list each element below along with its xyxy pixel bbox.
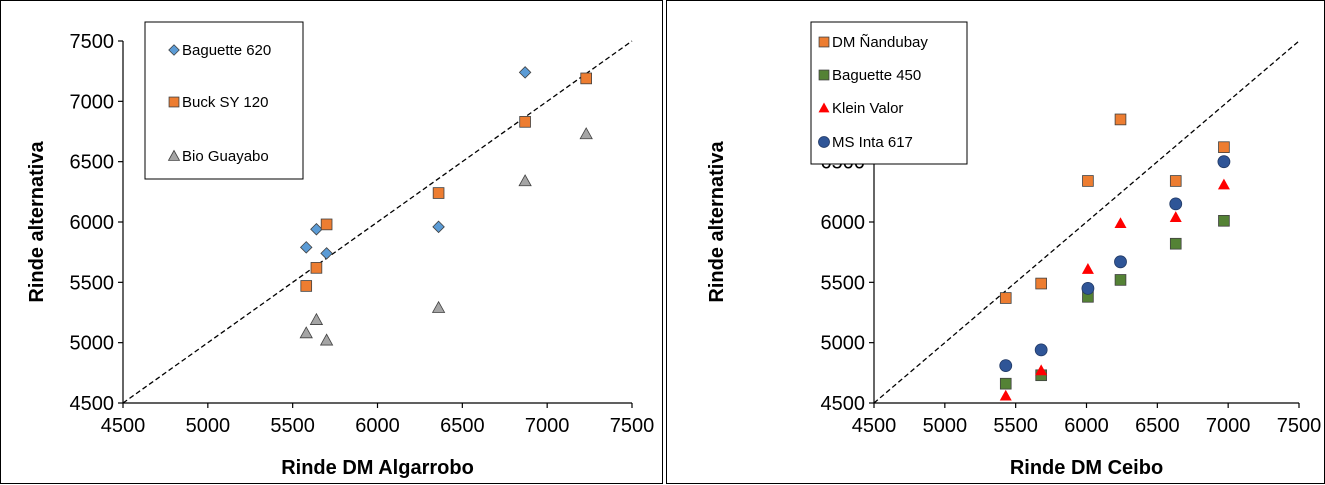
x-tick-label: 4500 (852, 415, 897, 437)
data-point (999, 292, 1012, 304)
legend-marker (168, 96, 180, 108)
y-tick-label: 6000 (70, 212, 115, 234)
reference-line (873, 40, 1300, 404)
data-point (320, 218, 333, 231)
x-tick-label: 5000 (923, 415, 968, 437)
y-tick-label: 7500 (70, 31, 115, 53)
y-tick-label: 7000 (70, 91, 115, 113)
legend-marker (167, 149, 181, 161)
y-tick-label: 4500 (821, 393, 866, 415)
x-tick-label: 5500 (270, 415, 315, 437)
data-point (1035, 364, 1048, 376)
data-point (1114, 274, 1127, 286)
y-tick-label: 5000 (70, 333, 115, 355)
x-tick-label: 6000 (355, 415, 400, 437)
series-buck-sy-120 (300, 72, 592, 292)
data-point (319, 333, 334, 346)
data-point (1169, 175, 1182, 187)
data-point (1114, 113, 1127, 126)
series-klein-valor (999, 178, 1230, 401)
legend-label: Klein Valor (832, 100, 903, 117)
data-point (310, 262, 323, 274)
data-point (1082, 175, 1094, 187)
data-point (432, 187, 445, 199)
data-point (432, 220, 445, 234)
data-point (1081, 263, 1094, 274)
series-baguette-620 (299, 66, 532, 260)
data-point (518, 66, 532, 79)
legend: Baguette 620 Buck SY 120 Bio Guayabo (144, 21, 304, 180)
x-tick-label: 6500 (1135, 415, 1180, 437)
data-point (431, 300, 446, 313)
legend-label: Baguette 620 (182, 42, 271, 59)
data-point (999, 377, 1012, 390)
y-tick-label: 5500 (821, 272, 866, 294)
x-tick-label: 4500 (101, 415, 146, 437)
y-axis-label: Rinde alternativa (706, 141, 728, 303)
legend-marker (818, 136, 830, 148)
data-point (1218, 141, 1230, 153)
data-point (299, 326, 313, 339)
x-axis-label: Rinde DM Algarrobo (281, 457, 474, 479)
series-dm-nandubay (999, 113, 1230, 304)
legend-label: MS Inta 617 (832, 134, 913, 151)
data-point (1217, 178, 1230, 190)
data-point (1169, 237, 1182, 250)
data-point (1114, 255, 1127, 269)
x-tick-label: 7500 (1277, 415, 1322, 437)
y-tick-label: 6000 (821, 212, 866, 234)
data-point (1081, 281, 1095, 295)
scatter-plot-ceibo: 4500 5000 5500 6000 6500 7000 7500 4500 5000 5500… (706, 21, 1322, 479)
legend-box (810, 21, 968, 165)
x-tick-label: 5000 (186, 415, 231, 437)
legend-label: DM Ñandubay (832, 34, 928, 51)
x-axis-label: Rinde DM Ceibo (1010, 457, 1163, 479)
x-tick-label: 6000 (1064, 415, 1109, 437)
data-point (309, 312, 324, 325)
data-point (999, 359, 1013, 372)
legend: DM Ñandubay Baguette 450 Klein Valor MS Int… (810, 21, 968, 165)
legend-marker (168, 44, 180, 56)
legend-label: Baguette 450 (832, 67, 921, 84)
chart-panel-algarrobo: 4500 5000 5500 6000 6500 7000 7500 4500 5000 5500… (0, 0, 663, 484)
legend-marker (818, 102, 830, 113)
legend-marker (818, 36, 830, 48)
data-point (1218, 214, 1230, 227)
y-tick-label: 5500 (70, 272, 115, 294)
x-tick-label: 5500 (993, 415, 1038, 437)
data-point (999, 389, 1012, 401)
series-ms-inta-617 (999, 155, 1231, 372)
series-baguette-450 (999, 214, 1230, 390)
y-tick-label: 4500 (70, 393, 115, 415)
x-tick-label: 7500 (610, 415, 655, 437)
reference-line (122, 40, 633, 404)
data-point (1114, 217, 1127, 229)
data-point (1034, 343, 1048, 357)
y-tick-label: 6500 (70, 152, 115, 174)
data-point (1035, 277, 1047, 290)
x-tick-label: 7000 (1206, 415, 1251, 437)
series-bio-guayabo (299, 127, 593, 346)
data-point (519, 116, 531, 128)
data-point (1169, 211, 1182, 222)
x-tick-label: 7000 (525, 415, 570, 437)
data-point (299, 241, 313, 254)
data-point (1217, 155, 1231, 169)
data-point (300, 280, 313, 292)
data-point (580, 72, 592, 85)
data-point (310, 222, 323, 236)
legend-label: Buck SY 120 (182, 94, 268, 111)
legend-marker (818, 69, 830, 81)
data-point (320, 247, 333, 260)
data-point (518, 174, 532, 187)
chart-panel-ceibo: 4500 5000 5500 6000 6500 7000 7500 4500 5000 5500… (666, 0, 1325, 484)
data-point (579, 127, 593, 140)
data-point (1169, 197, 1183, 211)
y-tick-label: 5000 (821, 333, 866, 355)
legend-label: Bio Guayabo (182, 148, 269, 165)
x-tick-label: 6500 (440, 415, 485, 437)
y-axis-label: Rinde alternativa (26, 141, 48, 303)
scatter-plot-algarrobo: 4500 5000 5500 6000 6500 7000 7500 4500 5000 5500… (26, 21, 655, 479)
